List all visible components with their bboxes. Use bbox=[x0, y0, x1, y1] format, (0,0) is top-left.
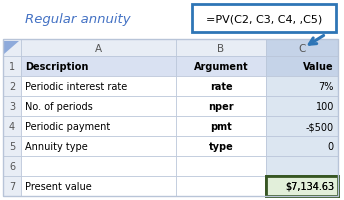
Text: =PV(C2, C3, C4, ,C5): =PV(C2, C3, C4, ,C5) bbox=[206, 14, 322, 24]
Text: 2: 2 bbox=[9, 82, 15, 92]
Text: Annuity type: Annuity type bbox=[25, 141, 88, 151]
Bar bbox=[266, 116, 338, 136]
Text: Argument: Argument bbox=[194, 62, 248, 72]
Text: C: C bbox=[298, 43, 306, 53]
Bar bbox=[3, 77, 21, 97]
Bar bbox=[266, 156, 338, 176]
Bar bbox=[21, 176, 176, 196]
Bar bbox=[266, 176, 338, 196]
Text: No. of periods: No. of periods bbox=[25, 101, 93, 111]
Text: Regular annuity: Regular annuity bbox=[25, 13, 131, 26]
Bar bbox=[176, 116, 266, 136]
Text: Description: Description bbox=[25, 62, 88, 72]
Bar bbox=[3, 40, 21, 57]
Bar bbox=[176, 156, 266, 176]
Text: Present value: Present value bbox=[25, 181, 92, 191]
Bar bbox=[266, 136, 338, 156]
Bar bbox=[176, 57, 266, 77]
Text: $7,134.63: $7,134.63 bbox=[285, 181, 334, 191]
Text: nper: nper bbox=[208, 101, 234, 111]
Text: 4: 4 bbox=[9, 121, 15, 131]
Text: 3: 3 bbox=[9, 101, 15, 111]
Bar bbox=[3, 136, 21, 156]
Bar bbox=[266, 77, 338, 97]
Text: 0: 0 bbox=[328, 141, 334, 151]
Bar bbox=[21, 136, 176, 156]
Bar bbox=[176, 77, 266, 97]
Bar bbox=[176, 40, 266, 57]
Text: 6: 6 bbox=[9, 161, 15, 171]
Text: type: type bbox=[208, 141, 233, 151]
Bar bbox=[21, 57, 176, 77]
Bar bbox=[266, 97, 338, 116]
Text: 100: 100 bbox=[316, 101, 334, 111]
Bar bbox=[3, 40, 338, 196]
Bar bbox=[176, 97, 266, 116]
Text: $7,134.63: $7,134.63 bbox=[285, 181, 334, 191]
Bar bbox=[21, 77, 176, 97]
Text: 7%: 7% bbox=[319, 82, 334, 92]
Bar bbox=[176, 176, 266, 196]
Bar bbox=[266, 176, 338, 196]
Bar bbox=[3, 116, 21, 136]
Bar bbox=[3, 97, 21, 116]
Text: 1: 1 bbox=[9, 62, 15, 72]
Bar bbox=[192, 5, 336, 33]
Text: Periodic interest rate: Periodic interest rate bbox=[25, 82, 127, 92]
Text: A: A bbox=[95, 43, 102, 53]
Bar bbox=[176, 136, 266, 156]
Text: B: B bbox=[217, 43, 225, 53]
Text: rate: rate bbox=[210, 82, 232, 92]
Text: Periodic payment: Periodic payment bbox=[25, 121, 110, 131]
Bar bbox=[21, 116, 176, 136]
Text: Value: Value bbox=[303, 62, 334, 72]
Text: -$500: -$500 bbox=[306, 121, 334, 131]
Bar bbox=[21, 97, 176, 116]
Bar bbox=[21, 156, 176, 176]
Bar bbox=[3, 156, 21, 176]
Bar bbox=[3, 176, 21, 196]
Text: 7: 7 bbox=[9, 181, 15, 191]
Bar bbox=[266, 57, 338, 77]
Bar bbox=[266, 40, 338, 57]
Text: pmt: pmt bbox=[210, 121, 232, 131]
Bar bbox=[21, 40, 176, 57]
Text: 5: 5 bbox=[9, 141, 15, 151]
Bar bbox=[3, 57, 21, 77]
Polygon shape bbox=[4, 42, 19, 55]
